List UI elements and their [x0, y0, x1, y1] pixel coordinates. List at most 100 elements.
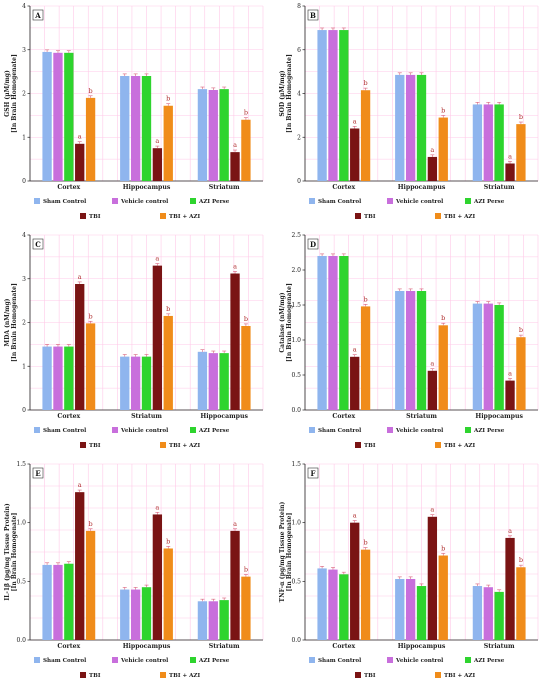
bar-a-2-1 [208, 90, 218, 181]
bar-f-2-2 [494, 591, 504, 640]
legend-label-a: AZI Perse [198, 199, 230, 205]
y-axis-sublabel-e: [In Brain Homogenate] [11, 513, 18, 592]
chart-svg-f: 0.0 0.5 1.0 1.5 TNF-α (pg/mg Tissue Protein)… [279, 461, 539, 679]
legend-label-c: TBI + AZI [169, 443, 201, 449]
y-tick-label-a: 2 [22, 91, 26, 98]
bar-e-2-1 [208, 601, 218, 640]
y-tick-label-c: 3 [22, 276, 26, 283]
bar-c-0-3 [75, 284, 85, 410]
bar-f-0-0 [317, 568, 327, 640]
y-tick-label-d: 1.0 [291, 337, 301, 344]
bar-e-0-4 [85, 530, 96, 640]
bar-c-1-2 [141, 356, 152, 410]
sig-letter-f: b [519, 556, 523, 564]
bar-e-0-3 [75, 492, 85, 640]
legend-swatch-b [355, 213, 361, 219]
legend-label-d: AZI Perse [473, 428, 505, 434]
legend-label-a: Vehicle control [120, 199, 168, 205]
bar-a-0-2 [64, 52, 74, 181]
panel-letter-box-d [307, 238, 319, 250]
legend-f: Sham Control Vehicle control AZI Perse TBI T… [309, 657, 505, 679]
sig-letter-a: b [88, 87, 92, 95]
bar-b-2-2 [494, 104, 504, 181]
y-tick-label-b: 4 [297, 91, 301, 98]
sig-letter-d: b [441, 314, 445, 322]
legend-swatch-f [387, 657, 393, 663]
sig-letter-c: b [88, 312, 92, 320]
bar-a-1-2 [141, 76, 152, 181]
legend-swatch-b [435, 213, 441, 219]
y-tick-label-c: 0 [22, 407, 26, 414]
sig-letter-b: a [508, 152, 512, 160]
legend-swatch-d [465, 427, 471, 433]
bar-f-2-3 [505, 537, 515, 640]
legend-swatch-c [190, 427, 196, 433]
bar-d-2-1 [483, 303, 493, 410]
bar-a-2-4 [241, 119, 251, 181]
category-label-e: Cortex [57, 643, 80, 650]
y-tick-label-b: 0 [297, 178, 301, 185]
y-axis-sublabel-d: [In Brain Homogenate] [286, 283, 293, 362]
bar-d-0-4 [360, 306, 371, 410]
y-tick-label-f: 0.0 [291, 637, 301, 644]
bar-d-1-1 [405, 291, 416, 410]
legend-a: Sham Control Vehicle control AZI Perse TBI T… [34, 198, 230, 220]
legend-label-c: Vehicle control [120, 428, 168, 434]
bar-c-2-1 [208, 353, 218, 410]
category-label-e: Hippocampus [123, 643, 171, 650]
sig-letter-c: b [166, 305, 170, 313]
category-label-d: Cortex [332, 413, 355, 420]
bar-c-1-0 [120, 356, 130, 410]
sig-letter-a: b [166, 95, 170, 103]
bar-f-1-2 [416, 586, 427, 640]
panel-letter-box-b [307, 9, 319, 21]
legend-swatch-e [112, 657, 118, 663]
legend-e: Sham Control Vehicle control AZI Perse TBI T… [34, 657, 230, 679]
y-axis-sublabel-b: [In Brain Homogenate] [286, 54, 293, 133]
legend-label-f: TBI [364, 673, 376, 679]
legend-swatch-f [355, 672, 361, 678]
bar-e-1-0 [120, 589, 130, 640]
category-label-b: Striatum [484, 184, 515, 191]
bar-d-0-3 [350, 356, 360, 410]
category-label-c: Striatum [131, 413, 162, 420]
sig-letter-c: a [78, 273, 82, 281]
bar-c-2-3 [230, 273, 240, 410]
legend-label-f: AZI Perse [473, 658, 505, 664]
bar-b-0-1 [328, 30, 338, 181]
legend-swatch-c [80, 442, 86, 448]
y-tick-label-d: 0.5 [291, 372, 301, 379]
panel-letter-c: C [35, 240, 41, 249]
legend-label-f: Sham Control [318, 658, 361, 664]
legend-label-c: Sham Control [43, 428, 86, 434]
bar-d-0-0 [317, 256, 327, 410]
legend-label-c: AZI Perse [198, 428, 230, 434]
bar-a-0-1 [53, 52, 63, 181]
legend-label-d: Sham Control [318, 428, 361, 434]
y-axis-label-b: SOD (µM/mg) [279, 70, 286, 116]
category-label-d: Hippocampus [475, 413, 523, 420]
bar-b-0-0 [317, 30, 327, 181]
bar-f-2-4 [516, 567, 526, 640]
sig-letter-e: a [155, 503, 159, 511]
category-label-f: Cortex [332, 643, 355, 650]
bar-b-2-4 [516, 124, 526, 181]
legend-label-d: TBI [364, 443, 376, 449]
bar-d-2-0 [472, 303, 483, 410]
y-tick-label-f: 0.5 [291, 578, 301, 585]
bar-e-2-2 [219, 600, 229, 640]
bar-f-0-4 [360, 549, 371, 640]
chart-svg-b: 0 2 4 6 8 SOD (µM/mg) [In Brain Homogenate] Ba b… [279, 3, 539, 220]
legend-swatch-c [160, 442, 166, 448]
legend-label-b: TBI + AZI [444, 214, 476, 220]
panel-letter-a: A [34, 11, 41, 20]
legend-swatch-e [34, 657, 40, 663]
bar-e-0-1 [53, 564, 63, 640]
legend-swatch-f [309, 657, 315, 663]
legend-label-a: TBI + AZI [169, 214, 201, 220]
sig-letter-b: b [363, 79, 367, 87]
bar-f-1-4 [438, 555, 448, 640]
y-tick-label-e: 1.5 [16, 461, 26, 468]
y-tick-label-a: 4 [22, 3, 26, 10]
category-label-f: Striatum [484, 643, 515, 650]
